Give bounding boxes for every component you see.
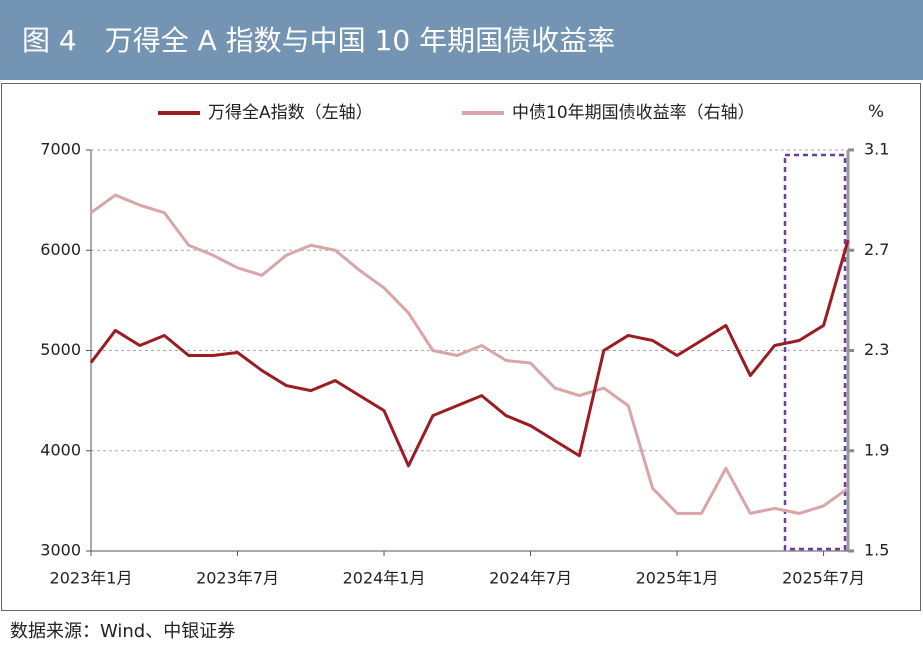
y-tick-label: 4000	[40, 440, 81, 459]
y-tick-label: 7000	[40, 140, 81, 159]
x-tick-label: 2023年7月	[196, 569, 279, 588]
series-line	[90, 193, 849, 515]
highlight-box	[783, 153, 847, 551]
x-tick-label: 2023年1月	[50, 569, 133, 588]
y2-tick-label: 1.9	[864, 440, 889, 459]
chart-frame	[1, 83, 921, 611]
y-tick-label: 6000	[40, 240, 81, 259]
series-line	[89, 239, 850, 468]
x-tick-label: 2024年1月	[343, 569, 426, 588]
y2-tick-label: 2.7	[864, 240, 889, 259]
y2-tick-label: 2.3	[864, 340, 889, 359]
header-bar	[0, 0, 923, 80]
legend-label: 中债10年期国债收益率（右轴）	[512, 103, 755, 123]
x-tick-label: 2025年1月	[636, 569, 719, 588]
y2-tick-label: 3.1	[864, 140, 889, 159]
y2-unit: %	[868, 102, 884, 122]
chart-title: 图 4 万得全 A 指数与中国 10 年期国债收益率	[22, 24, 615, 57]
x-tick-label: 2024年7月	[489, 569, 572, 588]
y2-tick-label: 1.5	[864, 541, 889, 560]
y-tick-label: 5000	[40, 340, 81, 359]
y-tick-label: 3000	[40, 541, 81, 560]
x-tick-label: 2025年7月	[782, 569, 865, 588]
source-note: 数据来源：Wind、中银证券	[10, 621, 235, 642]
legend-label: 万得全A指数（左轴）	[208, 103, 373, 123]
